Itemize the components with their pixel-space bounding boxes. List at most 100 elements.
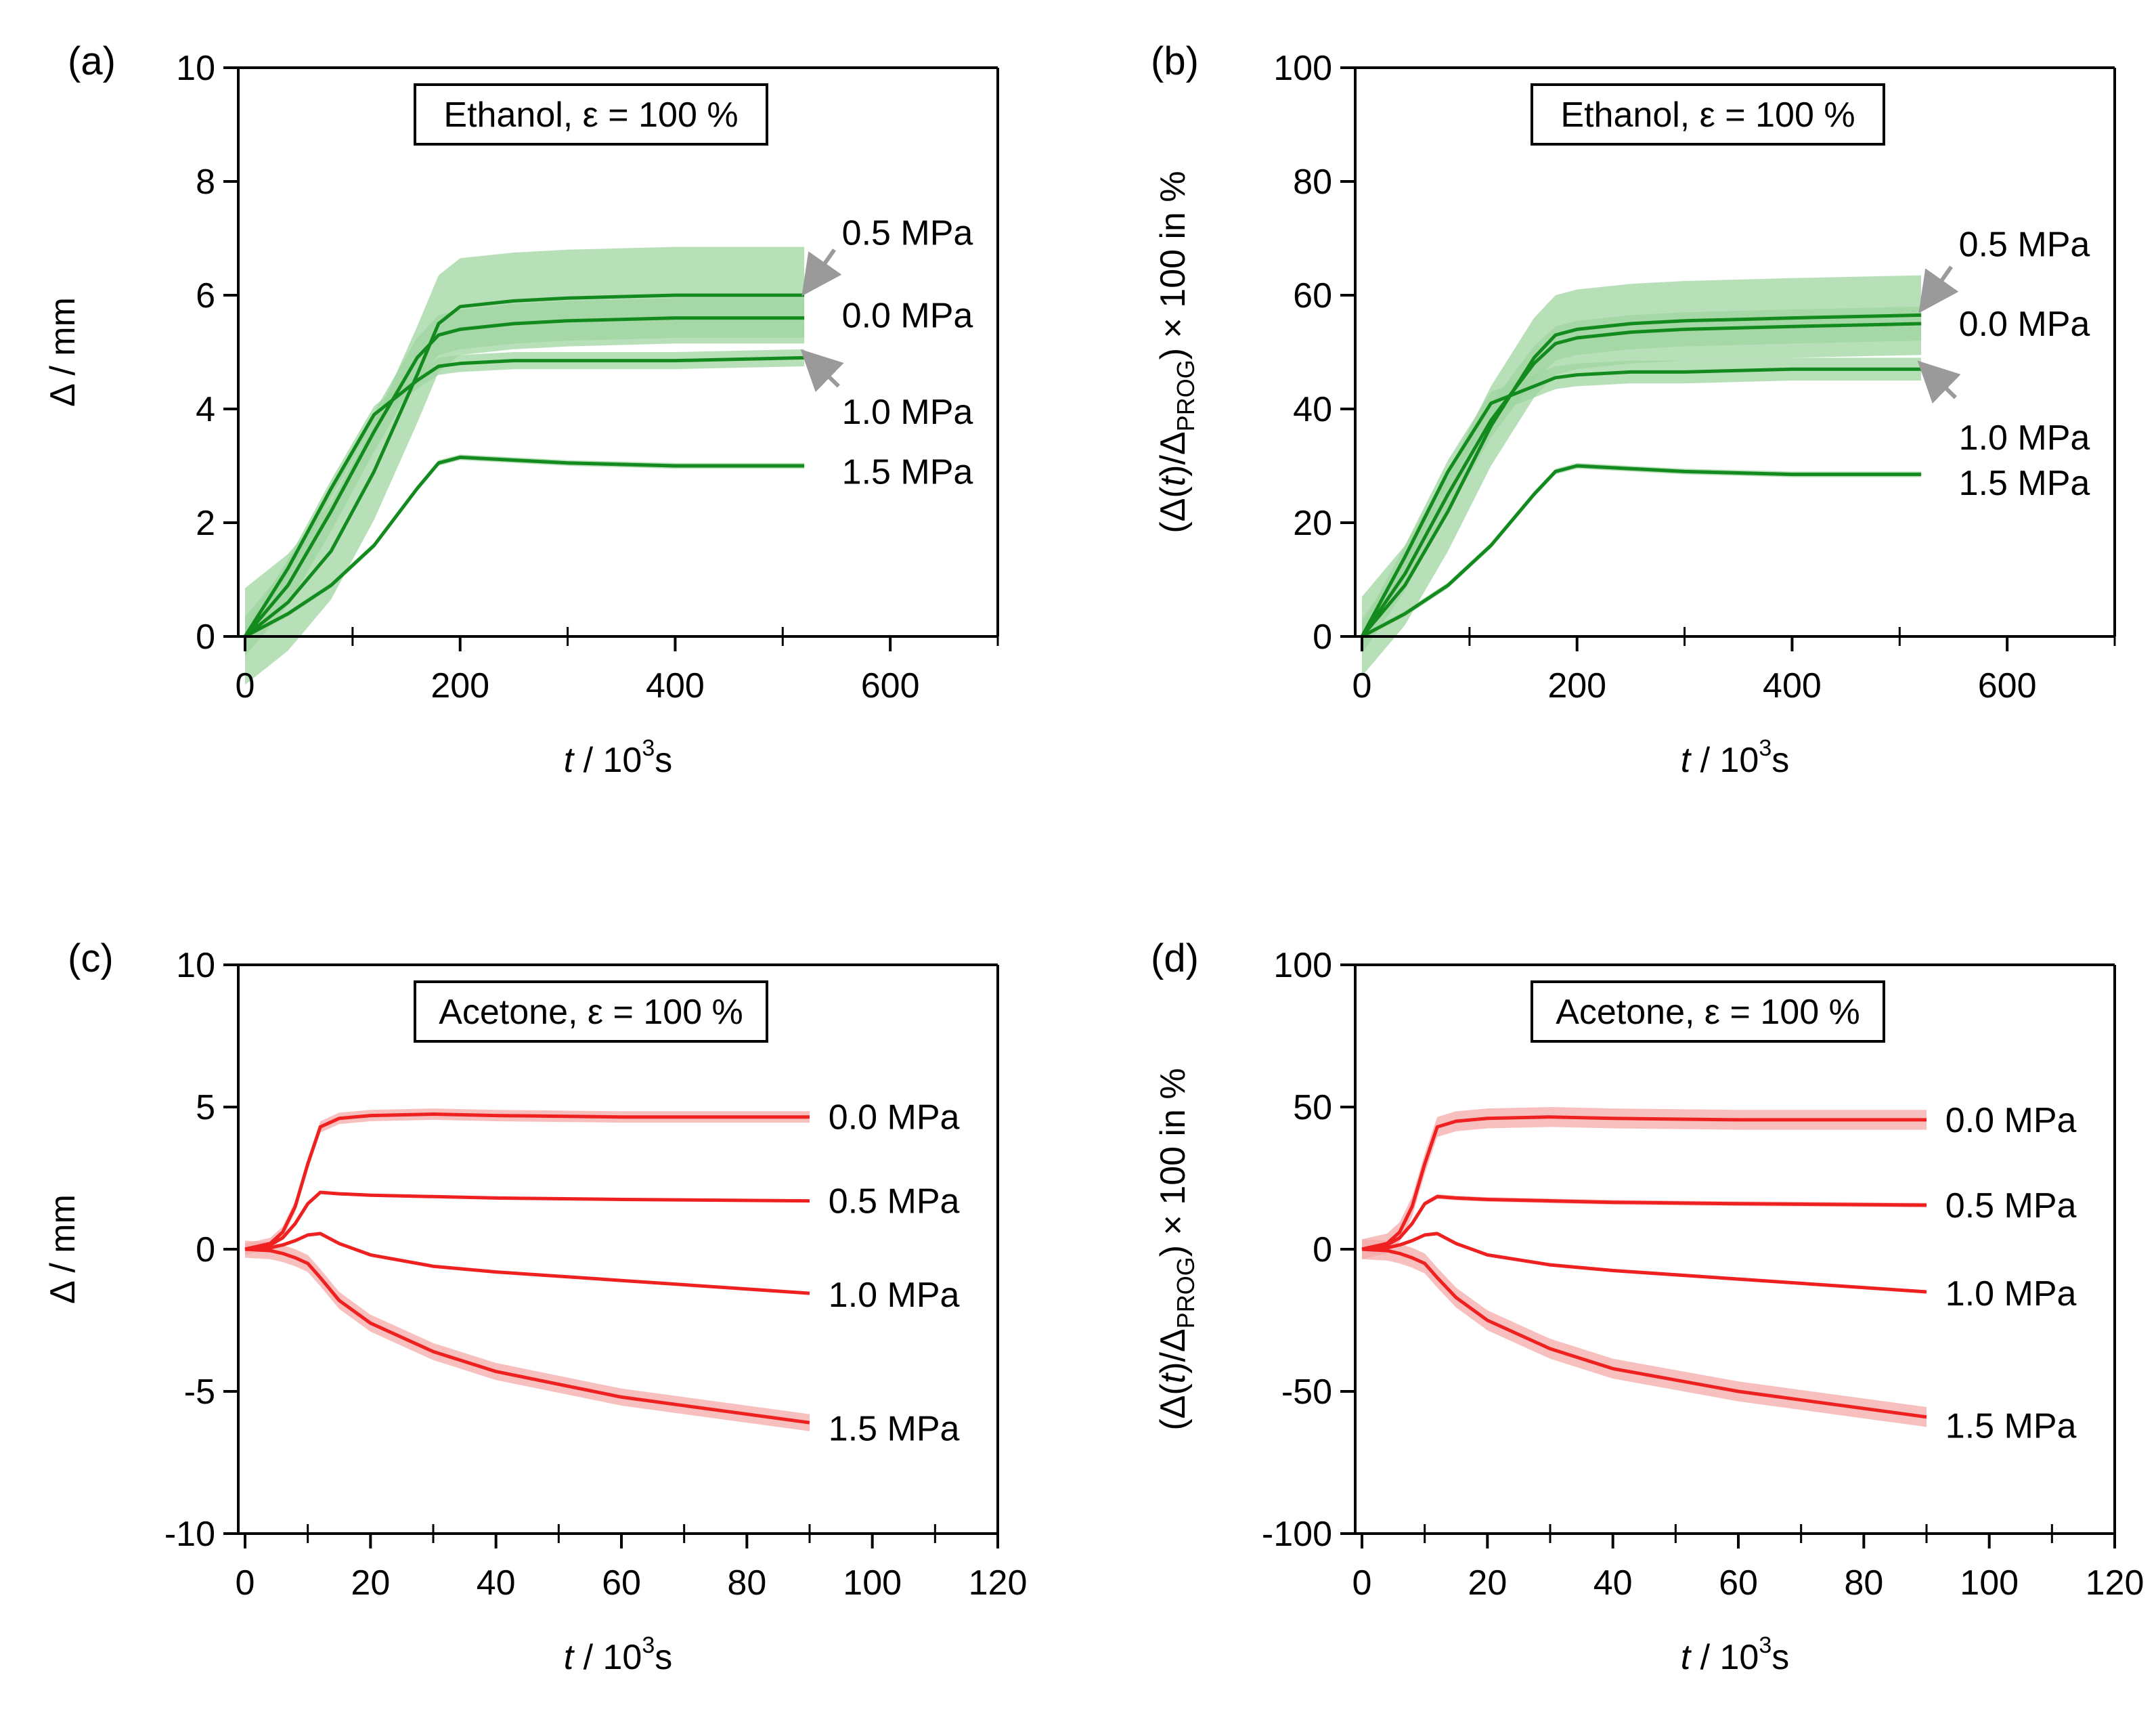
x-tick-label: 120: [2086, 1563, 2144, 1603]
series-label: 1.0 MPa: [829, 1276, 960, 1315]
x-tick-label: 120: [969, 1563, 1028, 1603]
series-band: [1362, 275, 1922, 676]
series-line: [243, 355, 805, 638]
series-line: [1361, 313, 1922, 638]
series-line: [1361, 464, 1922, 638]
annotation-text: Acetone, ε = 100 %: [439, 993, 743, 1032]
panel-label: (d): [1151, 936, 1199, 980]
x-tick-label: 600: [1978, 666, 2037, 706]
x-tick-label: 0: [236, 1563, 255, 1603]
series-line: [1360, 322, 1922, 638]
y-axis-label: (Δ(t)/ΔPROG) × 100 in %: [1153, 1068, 1200, 1430]
annotation-text: Ethanol, ε = 100 %: [443, 95, 738, 135]
panel-label: (c): [68, 936, 114, 980]
annotation-text: Acetone, ε = 100 %: [1556, 993, 1860, 1032]
pointer-arrow: [1918, 265, 1959, 313]
x-tick-label: 0: [1352, 666, 1372, 706]
y-tick-label: -5: [184, 1372, 215, 1412]
y-tick-label: 5: [196, 1088, 215, 1127]
series-band: [1362, 1107, 1927, 1259]
x-tick-label: 200: [1547, 666, 1606, 706]
y-tick-label: 10: [176, 49, 215, 88]
x-tick-label: 80: [727, 1563, 766, 1603]
series-line: [244, 316, 805, 638]
x-tick-label: 80: [1844, 1563, 1883, 1603]
series-line: [244, 1247, 810, 1425]
series-label: 0.0 MPa: [842, 296, 973, 335]
series-label: 0.0 MPa: [829, 1098, 960, 1137]
y-tick-label: 50: [1293, 1088, 1332, 1127]
series-band: [245, 1108, 810, 1255]
x-tick-label: 60: [602, 1563, 641, 1603]
panel-a: (a) 0 2 4 6 8 10 0 200 400 600 t / 103s Δ / mm Ethano…: [43, 39, 999, 780]
series-band: [1362, 1239, 1927, 1427]
series-label: 1.0 MPa: [1959, 418, 2090, 458]
series-label: 1.5 MPa: [1959, 464, 2090, 503]
series-line: [1361, 1247, 1927, 1419]
y-tick-label: -50: [1281, 1372, 1332, 1412]
series-line: [244, 1232, 810, 1295]
y-tick-label: 0: [196, 617, 215, 657]
x-tick-label: 200: [431, 666, 489, 706]
series-label: 1.5 MPa: [829, 1410, 960, 1449]
x-tick-label: 400: [1763, 666, 1822, 706]
pointer-arrow: [801, 248, 842, 297]
series-line: [244, 1190, 810, 1251]
y-tick-label: 100: [1273, 49, 1332, 88]
y-axis-label: Δ / mm: [43, 1194, 83, 1304]
x-tick-label: 100: [843, 1563, 902, 1603]
series-label: 0.5 MPa: [1959, 225, 2090, 264]
y-tick-label: -100: [1262, 1515, 1332, 1554]
series-label: 1.0 MPa: [1945, 1274, 2077, 1314]
series-line: [1360, 367, 1922, 638]
series-label: 0.5 MPa: [829, 1182, 960, 1221]
series-line: [1361, 1194, 1927, 1251]
x-tick-label: 0: [236, 666, 255, 706]
series-line: [244, 293, 805, 638]
y-tick-label: 4: [196, 390, 215, 429]
y-tick-label: 80: [1293, 162, 1332, 202]
x-tick-label: 100: [1960, 1563, 2019, 1603]
x-tick-label: 400: [646, 666, 705, 706]
annotation-text: Ethanol, ε = 100 %: [1560, 95, 1855, 135]
x-axis-label: t / 103s: [1681, 735, 1790, 780]
y-axis-label: Δ / mm: [43, 297, 83, 407]
x-tick-label: 40: [1593, 1563, 1633, 1603]
annotation-box: [414, 980, 768, 1043]
x-axis-label: t / 103s: [1681, 1632, 1790, 1677]
series-label: 1.0 MPa: [842, 393, 973, 432]
x-axis-label: t / 103s: [564, 1632, 673, 1677]
series-line: [1361, 1232, 1927, 1294]
series-label: 0.5 MPa: [842, 214, 973, 253]
x-axis-label: t / 103s: [564, 735, 673, 780]
series-label: 1.5 MPa: [842, 452, 973, 492]
y-tick-label: 40: [1293, 390, 1332, 429]
x-tick-label: 0: [1352, 1563, 1372, 1603]
y-tick-label: 8: [196, 162, 215, 202]
series-label: 0.0 MPa: [1959, 305, 2090, 344]
series-label: 1.5 MPa: [1945, 1406, 2077, 1446]
y-tick-label: 2: [196, 504, 215, 543]
x-tick-label: 20: [351, 1563, 390, 1603]
y-tick-label: 100: [1273, 946, 1332, 985]
series-label: 0.5 MPa: [1945, 1186, 2077, 1226]
x-tick-label: 60: [1719, 1563, 1758, 1603]
series-band: [245, 1240, 810, 1431]
y-axis-label: (Δ(t)/ΔPROG) × 100 in %: [1153, 171, 1200, 533]
pointer-arrow: [1917, 360, 1961, 404]
pointer-arrow: [800, 349, 844, 393]
series-line: [244, 455, 805, 638]
y-tick-label: 0: [1313, 617, 1332, 657]
panel-label: (b): [1151, 39, 1199, 83]
x-tick-label: 40: [477, 1563, 516, 1603]
panel-d: (d) -100 -50 0 50 100 0 20 40 60 80 100 120 t / 103s (…: [1151, 936, 2144, 1677]
y-tick-label: 0: [1313, 1230, 1332, 1270]
y-tick-label: 10: [176, 946, 215, 985]
y-tick-label: 0: [196, 1230, 215, 1270]
annotation-box: [1531, 980, 1885, 1043]
annotation-box: [1531, 83, 1885, 146]
series-line: [244, 1112, 810, 1251]
series-band: [245, 298, 805, 657]
y-tick-label: 6: [196, 276, 215, 316]
